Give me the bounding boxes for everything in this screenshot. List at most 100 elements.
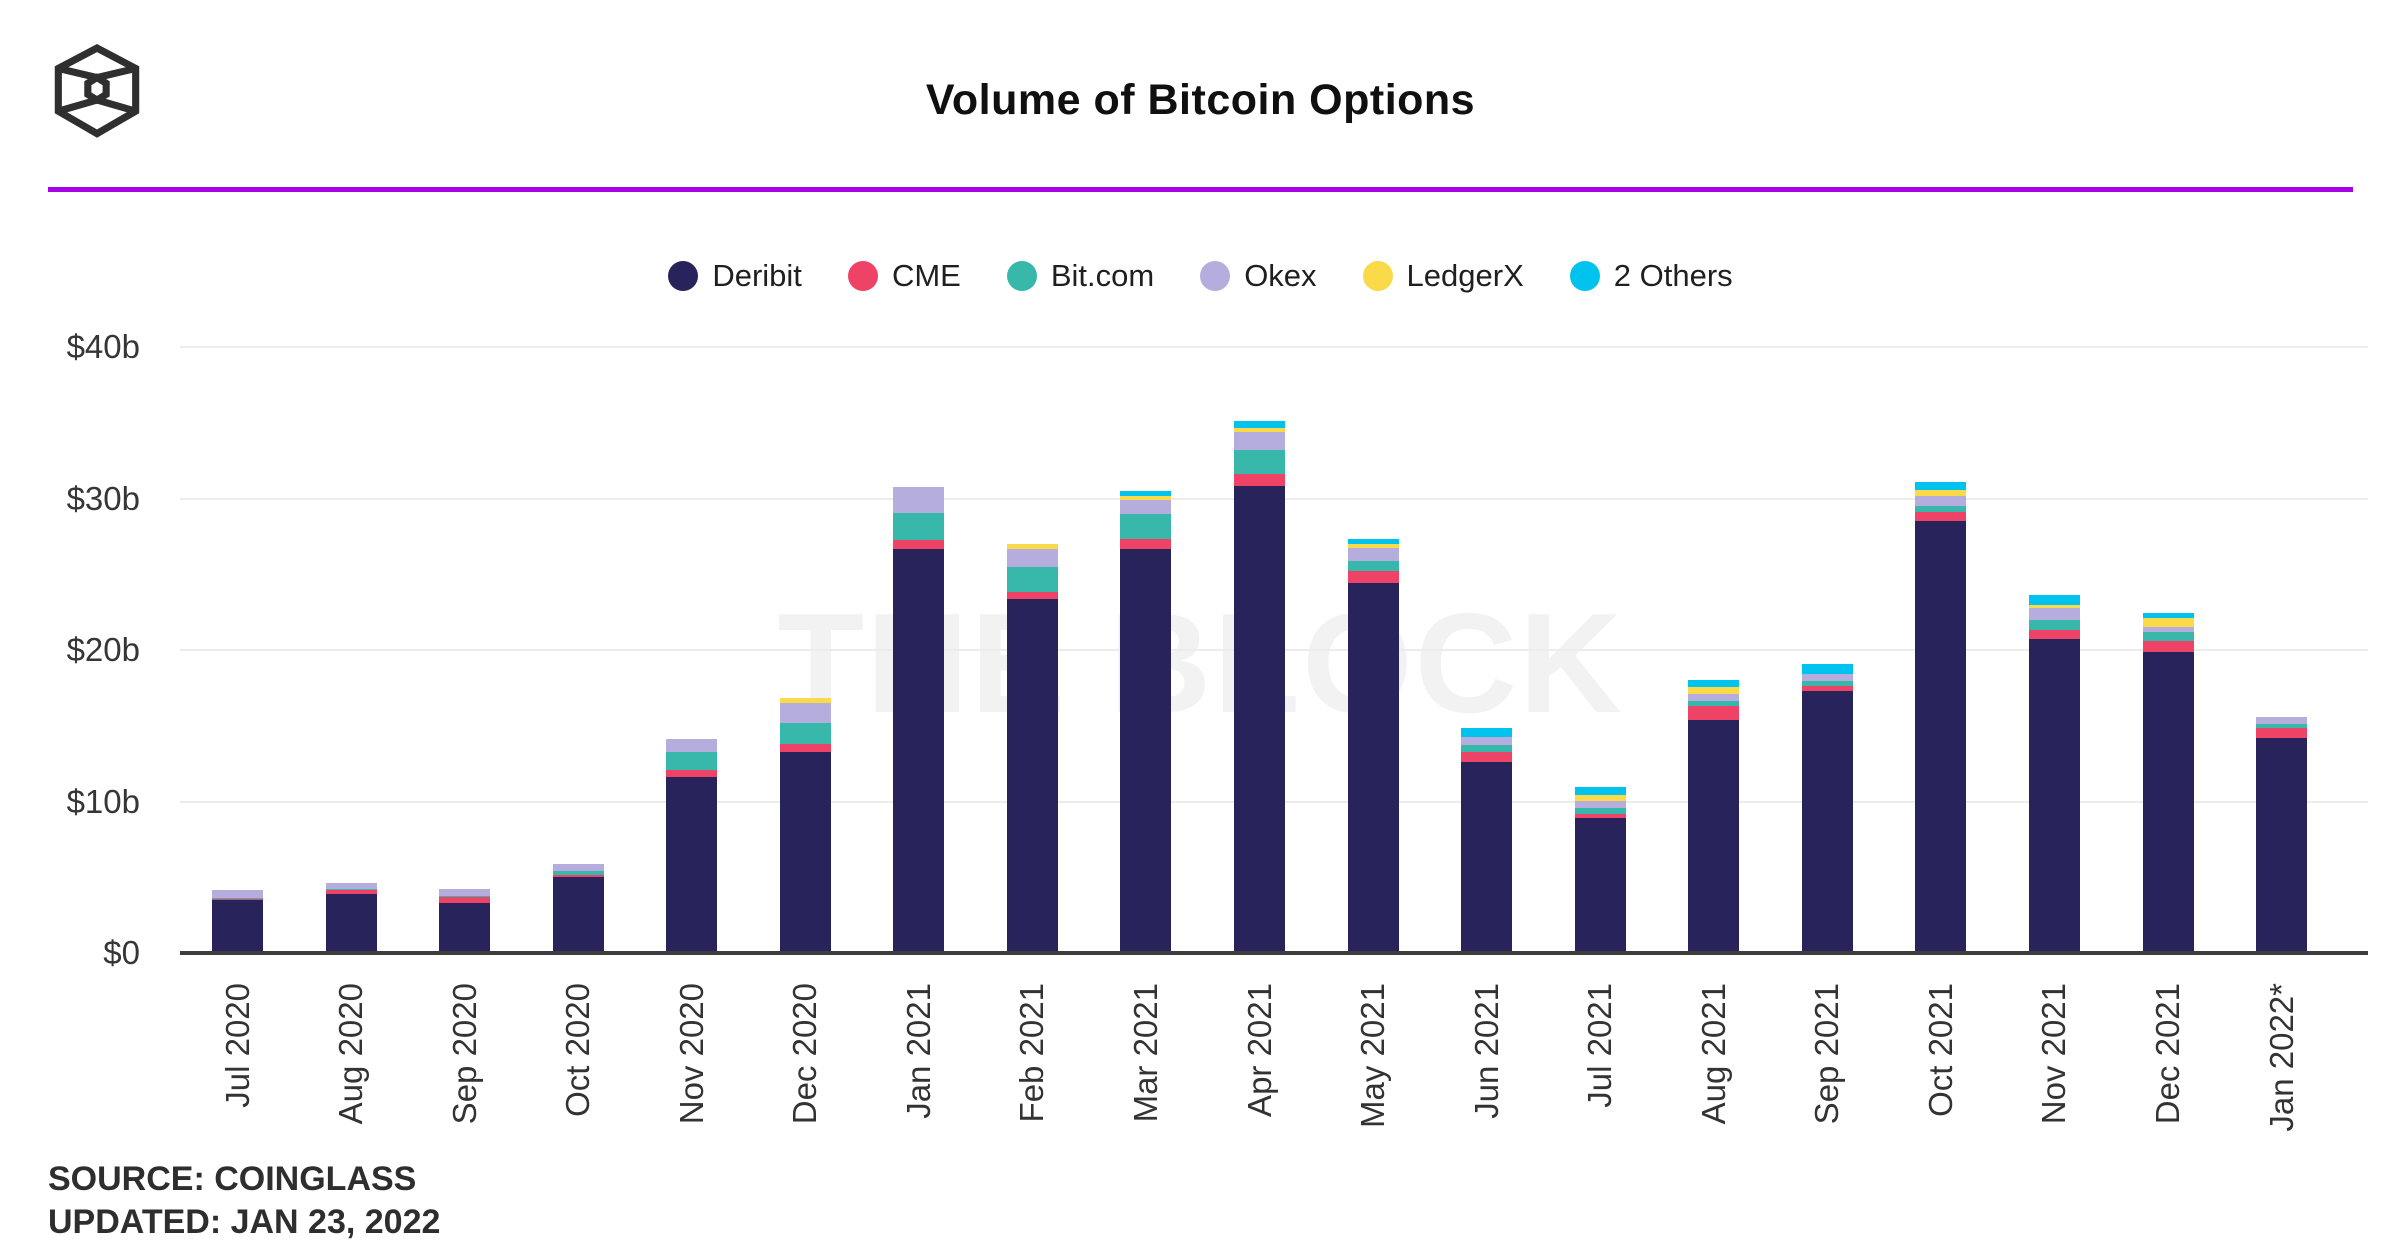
bar-segment-bit-com[interactable] bbox=[1120, 513, 1172, 539]
bar-segment-ledgerx[interactable] bbox=[1574, 794, 1626, 801]
legend-item-okex[interactable]: Okex bbox=[1200, 258, 1317, 294]
bar-segment-2-others[interactable] bbox=[1574, 787, 1626, 795]
bar-segment-ledgerx[interactable] bbox=[1120, 496, 1172, 501]
bar-segment-cme[interactable] bbox=[212, 899, 263, 900]
legend-item-ledgerx[interactable]: LedgerX bbox=[1362, 258, 1524, 294]
bar-segment-bit-com[interactable] bbox=[2142, 631, 2194, 641]
bar-segment-okex[interactable] bbox=[439, 888, 491, 897]
bar-segment-okex[interactable] bbox=[552, 864, 604, 872]
bar-segment-okex[interactable] bbox=[212, 890, 263, 899]
bar-aug-2021[interactable] bbox=[1688, 680, 1740, 953]
bar-segment-ledgerx[interactable] bbox=[1347, 543, 1399, 548]
bar-segment-bit-com[interactable] bbox=[1915, 506, 1967, 513]
bar-segment-okex[interactable] bbox=[1461, 737, 1513, 745]
bar-segment-cme[interactable] bbox=[666, 770, 718, 778]
bar-segment-bit-com[interactable] bbox=[2028, 620, 2080, 630]
bar-segment-deribit[interactable] bbox=[1801, 690, 1853, 953]
bar-nov-2021[interactable] bbox=[2028, 594, 2080, 953]
legend-item-bit-com[interactable]: Bit.com bbox=[1006, 258, 1154, 294]
bar-aug-2020[interactable] bbox=[325, 882, 377, 953]
bar-segment-deribit[interactable] bbox=[1120, 548, 1172, 953]
bar-segment-cme[interactable] bbox=[893, 540, 945, 549]
bar-segment-cme[interactable] bbox=[1461, 751, 1513, 763]
bar-apr-2021[interactable] bbox=[1234, 420, 1286, 953]
bar-mar-2021[interactable] bbox=[1120, 490, 1172, 953]
bar-segment-bit-com[interactable] bbox=[1688, 700, 1740, 707]
bar-segment-bit-com[interactable] bbox=[893, 512, 945, 541]
bar-segment-bit-com[interactable] bbox=[1574, 808, 1626, 814]
bar-segment-deribit[interactable] bbox=[325, 893, 377, 953]
bar-segment-okex[interactable] bbox=[1234, 431, 1286, 451]
bar-segment-ledgerx[interactable] bbox=[1006, 543, 1058, 549]
bar-segment-deribit[interactable] bbox=[2256, 737, 2308, 953]
bar-segment-bit-com[interactable] bbox=[1006, 567, 1058, 592]
bar-segment-cme[interactable] bbox=[1006, 591, 1058, 599]
bar-may-2021[interactable] bbox=[1347, 538, 1399, 953]
bar-segment-okex[interactable] bbox=[1688, 693, 1740, 701]
bar-segment-2-others[interactable] bbox=[1801, 663, 1853, 674]
bar-segment-cme[interactable] bbox=[2256, 728, 2308, 738]
legend-item-2-others[interactable]: 2 Others bbox=[1569, 258, 1733, 294]
bar-segment-ledgerx[interactable] bbox=[779, 697, 831, 704]
bar-segment-ledgerx[interactable] bbox=[1915, 490, 1967, 497]
bar-segment-2-others[interactable] bbox=[1234, 420, 1286, 429]
bar-segment-deribit[interactable] bbox=[779, 751, 831, 953]
bar-dec-2021[interactable] bbox=[2142, 612, 2194, 953]
bar-segment-deribit[interactable] bbox=[2142, 651, 2194, 953]
bar-segment-ledgerx[interactable] bbox=[2028, 604, 2080, 609]
bar-segment-okex[interactable] bbox=[325, 882, 377, 889]
bar-segment-deribit[interactable] bbox=[893, 548, 945, 953]
bar-segment-deribit[interactable] bbox=[1006, 598, 1058, 953]
bar-segment-cme[interactable] bbox=[439, 896, 491, 904]
bar-segment-deribit[interactable] bbox=[1574, 818, 1626, 953]
bar-segment-cme[interactable] bbox=[1688, 706, 1740, 720]
bar-segment-deribit[interactable] bbox=[1347, 583, 1399, 953]
bar-oct-2021[interactable] bbox=[1915, 481, 1967, 953]
bar-segment-okex[interactable] bbox=[893, 487, 945, 513]
bar-sep-2021[interactable] bbox=[1801, 663, 1853, 953]
bar-segment-ledgerx[interactable] bbox=[1234, 428, 1286, 432]
bar-segment-okex[interactable] bbox=[2028, 608, 2080, 621]
bar-jul-2021[interactable] bbox=[1574, 787, 1626, 953]
bar-segment-bit-com[interactable] bbox=[552, 871, 604, 875]
bar-jul-2020[interactable] bbox=[212, 890, 263, 953]
bar-segment-cme[interactable] bbox=[325, 890, 377, 894]
bar-jun-2021[interactable] bbox=[1461, 728, 1513, 953]
bar-segment-bit-com[interactable] bbox=[1801, 681, 1853, 687]
bar-segment-deribit[interactable] bbox=[2028, 639, 2080, 953]
bar-segment-bit-com[interactable] bbox=[2256, 724, 2308, 729]
legend-item-deribit[interactable]: Deribit bbox=[668, 258, 802, 294]
bar-segment-2-others[interactable] bbox=[1120, 490, 1172, 497]
bar-segment-cme[interactable] bbox=[1801, 686, 1853, 691]
bar-dec-2020[interactable] bbox=[779, 697, 831, 953]
bar-segment-cme[interactable] bbox=[1574, 813, 1626, 819]
bar-segment-deribit[interactable] bbox=[1915, 521, 1967, 953]
bar-segment-deribit[interactable] bbox=[666, 777, 718, 953]
bar-segment-bit-com[interactable] bbox=[439, 896, 491, 897]
bar-segment-ledgerx[interactable] bbox=[2142, 618, 2194, 627]
bar-segment-deribit[interactable] bbox=[1688, 719, 1740, 953]
bar-segment-okex[interactable] bbox=[1006, 548, 1058, 568]
bar-segment-2-others[interactable] bbox=[1688, 680, 1740, 688]
bar-segment-bit-com[interactable] bbox=[325, 888, 377, 891]
bar-segment-okex[interactable] bbox=[2142, 626, 2194, 632]
bar-segment-bit-com[interactable] bbox=[666, 752, 718, 771]
bar-feb-2021[interactable] bbox=[1006, 543, 1058, 953]
bar-segment-bit-com[interactable] bbox=[212, 898, 263, 900]
bar-segment-2-others[interactable] bbox=[1461, 728, 1513, 738]
bar-segment-okex[interactable] bbox=[1574, 800, 1626, 809]
bar-segment-okex[interactable] bbox=[1915, 496, 1967, 507]
bar-segment-ledgerx[interactable] bbox=[1688, 687, 1740, 694]
bar-jan-2021[interactable] bbox=[893, 487, 945, 953]
bar-segment-okex[interactable] bbox=[1347, 547, 1399, 561]
bar-segment-2-others[interactable] bbox=[2142, 612, 2194, 619]
bar-segment-okex[interactable] bbox=[1120, 500, 1172, 514]
bar-segment-deribit[interactable] bbox=[439, 903, 491, 953]
bar-segment-2-others[interactable] bbox=[1347, 538, 1399, 544]
bar-segment-okex[interactable] bbox=[1801, 673, 1853, 682]
bar-segment-cme[interactable] bbox=[2142, 640, 2194, 652]
bar-segment-cme[interactable] bbox=[1120, 538, 1172, 549]
bar-segment-cme[interactable] bbox=[779, 743, 831, 752]
bar-segment-deribit[interactable] bbox=[212, 899, 263, 953]
bar-segment-okex[interactable] bbox=[666, 738, 718, 753]
